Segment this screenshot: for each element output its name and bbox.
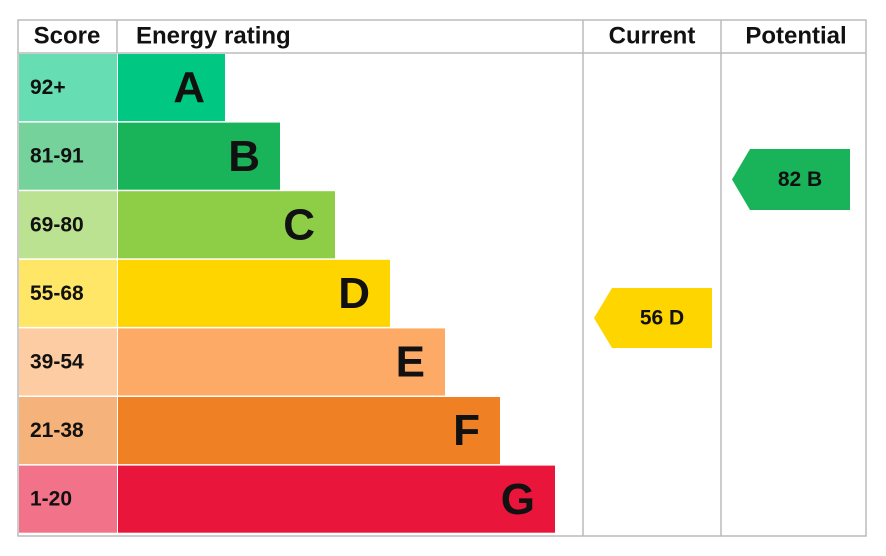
score-range: 69-80 xyxy=(30,213,84,236)
score-cell xyxy=(19,191,117,259)
score-cell xyxy=(19,259,117,327)
score-cell xyxy=(19,54,117,122)
header-current: Current xyxy=(609,22,696,49)
score-range: 21-38 xyxy=(30,419,84,442)
rating-letter: B xyxy=(228,132,260,181)
score-cell xyxy=(19,122,117,190)
score-cell xyxy=(19,328,117,396)
header-score: Score xyxy=(34,22,101,49)
rating-letter: A xyxy=(173,63,205,112)
score-range: 39-54 xyxy=(30,350,84,373)
header-potential: Potential xyxy=(745,22,846,49)
rating-bar xyxy=(118,54,225,122)
rating-bar xyxy=(118,122,280,190)
score-cell xyxy=(19,465,117,533)
score-range: 81-91 xyxy=(30,145,84,168)
score-cell xyxy=(19,397,117,465)
rating-bar xyxy=(118,328,445,396)
current-label: 56 D xyxy=(640,307,684,330)
rating-letter: F xyxy=(453,406,480,455)
rating-letter: G xyxy=(501,475,535,524)
rating-bar xyxy=(118,191,335,259)
current-arrow xyxy=(594,288,712,348)
potential-label: 82 B xyxy=(778,168,822,191)
rating-letter: C xyxy=(283,200,315,249)
header-energy-rating: Energy rating xyxy=(136,22,291,49)
potential-arrow xyxy=(732,149,850,210)
score-range: 1-20 xyxy=(30,488,72,511)
rating-letter: E xyxy=(396,338,425,387)
score-range: 92+ xyxy=(30,76,66,99)
rating-bar xyxy=(118,259,390,327)
rating-letter: D xyxy=(338,269,370,318)
rating-bar xyxy=(118,465,555,533)
rating-bar xyxy=(118,397,500,465)
score-range: 55-68 xyxy=(30,282,84,305)
